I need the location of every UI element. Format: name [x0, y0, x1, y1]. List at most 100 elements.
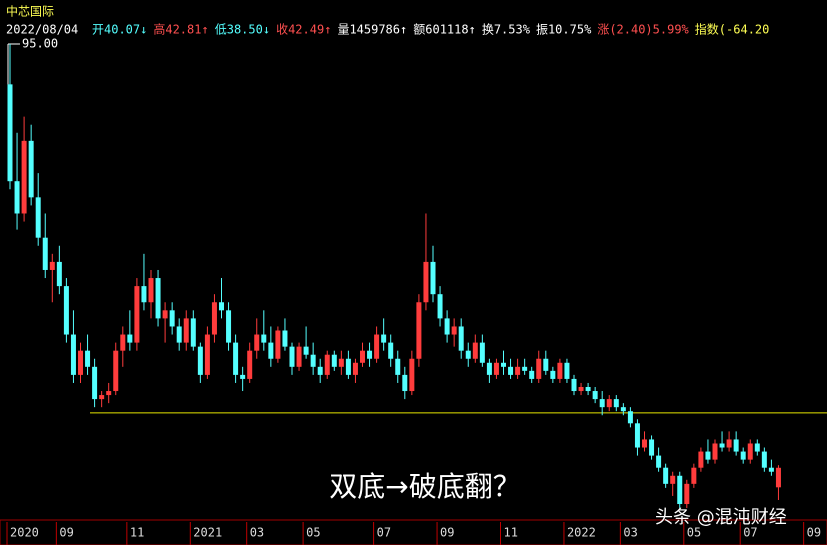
candle-body — [479, 342, 485, 363]
candle-body — [557, 362, 563, 379]
candle-body — [493, 362, 499, 375]
x-tick-label: 09 — [807, 526, 821, 540]
candle-body — [190, 318, 196, 347]
candle-body — [726, 439, 732, 448]
candle-body — [352, 362, 358, 375]
candle-body — [113, 350, 119, 392]
y-tick-label: 95.00 — [22, 37, 58, 51]
candle-body — [663, 467, 669, 484]
candle-body — [35, 197, 41, 238]
candle-body — [642, 439, 647, 448]
header-field: 额601118↑ — [413, 23, 476, 37]
candle-body — [550, 370, 556, 379]
candle-body — [381, 334, 387, 343]
candle-body — [211, 302, 217, 335]
candle-body — [719, 443, 725, 448]
header-field: 低38.50↓ — [215, 23, 270, 37]
x-tick-label: 03 — [623, 526, 637, 540]
candle-body — [42, 237, 48, 270]
candle-body — [183, 318, 189, 343]
header-field: 开40.07↓ — [92, 23, 147, 37]
candle-body — [162, 310, 168, 319]
candle-body — [599, 399, 605, 408]
candle-body — [578, 386, 584, 392]
header-field: 涨(2.40)5.99% — [597, 22, 689, 37]
candle-body — [388, 342, 394, 359]
header-field: 高42.81↑ — [153, 22, 208, 37]
candle-body — [768, 467, 774, 472]
candle-body — [303, 346, 309, 355]
candle-body — [7, 84, 13, 182]
candle-body — [282, 330, 288, 347]
candle-body — [761, 451, 767, 468]
candle-body — [310, 354, 316, 367]
header-field: 收42.49↑ — [276, 23, 331, 37]
x-tick-label: 05 — [306, 526, 320, 540]
candle-body — [656, 455, 662, 468]
x-axis-bar — [0, 519, 827, 545]
candle-body — [247, 350, 253, 379]
candle-body — [63, 286, 69, 335]
x-tick-label: 2022 — [567, 526, 596, 540]
candle-body — [501, 362, 506, 367]
candle-body — [754, 443, 760, 452]
x-tick-label: 11 — [130, 526, 144, 540]
candle-body — [127, 334, 133, 343]
candle-body — [360, 350, 365, 363]
candle-body — [634, 423, 640, 448]
header-field: 振10.75% — [536, 23, 592, 37]
candle-body — [176, 326, 182, 343]
candle-body — [472, 342, 478, 359]
candle-body — [515, 366, 521, 375]
candle-body — [289, 346, 295, 367]
candle-body — [92, 366, 98, 400]
candle-body — [592, 391, 598, 400]
candle-body — [99, 395, 105, 400]
candle-body — [233, 342, 239, 375]
candle-body — [14, 181, 20, 214]
candle-body — [451, 326, 457, 335]
candle-body — [226, 310, 232, 343]
candle-body — [70, 334, 76, 375]
candle-body — [585, 386, 591, 392]
date: 2022/08/04 — [6, 23, 78, 37]
candle-body — [141, 286, 147, 303]
candle-body — [571, 378, 577, 392]
candle-body — [606, 399, 612, 408]
candle-body — [670, 475, 676, 484]
x-tick-label: 09 — [59, 526, 73, 540]
candle-body — [740, 451, 746, 460]
candle-body — [56, 261, 62, 287]
candle-body — [345, 358, 351, 375]
candle-body — [120, 334, 126, 351]
candle-body — [423, 261, 429, 303]
candle-body — [465, 350, 471, 359]
candle-body — [508, 366, 514, 375]
candle-body — [684, 483, 690, 505]
candle-body — [331, 354, 337, 367]
candle-body — [374, 334, 380, 359]
annotation: 双底→破底翻？ — [329, 470, 520, 503]
candle-body — [324, 354, 330, 375]
candle-body — [627, 411, 633, 424]
candle-body — [240, 374, 246, 379]
candle-body — [275, 330, 281, 359]
candle-body — [543, 358, 549, 371]
candle-body — [367, 350, 373, 359]
x-tick-label: 09 — [440, 526, 454, 540]
candle-body — [620, 407, 626, 412]
x-tick-label: 2021 — [193, 526, 222, 540]
candle-body — [747, 443, 753, 460]
candle-body — [155, 278, 161, 319]
candle-body — [21, 140, 27, 214]
candle-body — [254, 334, 260, 351]
candle-body — [712, 443, 718, 460]
x-tick-label: 05 — [687, 526, 701, 540]
x-tick-label: 03 — [250, 526, 264, 540]
candle-body — [49, 261, 55, 270]
candle-body — [134, 286, 140, 343]
candle-body — [402, 374, 408, 392]
chart-title: 中芯国际 — [6, 4, 54, 19]
x-tick-label: 2020 — [10, 526, 39, 540]
candle-body — [395, 358, 401, 375]
